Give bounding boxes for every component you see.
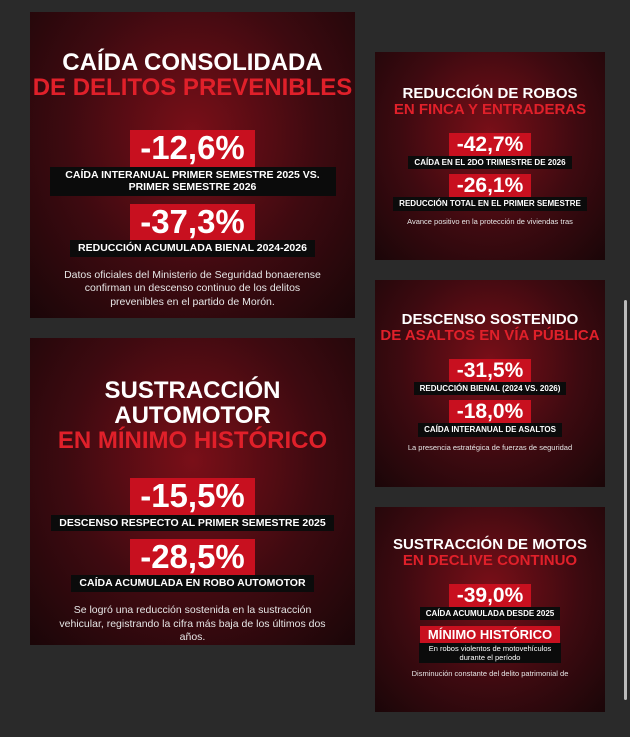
card-footer: La presencia estratégica de fuerzas de s…	[407, 442, 573, 452]
stat-caption: CAÍDA ACUMULADA EN ROBO AUTOMOTOR	[71, 575, 314, 593]
card-title: CAÍDA CONSOLIDADA	[62, 49, 323, 76]
stat-value: -39,0%	[448, 583, 532, 607]
stat-value: -42,7%	[448, 132, 532, 156]
card-footer: Datos oficiales del Ministerio de Seguri…	[64, 268, 321, 309]
stat-caption: REDUCCIÓN BIENAL (2024 VS. 2026)	[413, 381, 567, 396]
card-subtitle: DE ASALTOS EN VÍA PÚBLICA	[380, 326, 600, 344]
stat-value: -12,6%	[130, 130, 255, 167]
stat-value: -28,5%	[130, 538, 255, 576]
card-title: DESCENSO SOSTENIDO	[401, 311, 579, 328]
stat-value: -18,0%	[448, 400, 532, 424]
card: CAÍDA CONSOLIDADA DE DELITOS PREVENIBLES -…	[30, 12, 355, 318]
card-title: REDUCCIÓN DE ROBOS	[402, 85, 578, 102]
stat-value: -37,3%	[130, 203, 255, 241]
scrollbar[interactable]	[624, 300, 627, 700]
card-title: SUSTRACCIÓN AUTOMOTOR	[104, 377, 281, 430]
stat-caption: REDUCCIÓN TOTAL EN EL PRIMER SEMESTRE	[393, 197, 587, 211]
card-footer: Avance positivo en la protección de vivi…	[407, 216, 573, 226]
card-footer: Disminución constante del delito patrimo…	[411, 669, 569, 679]
card: SUSTRACCIÓN AUTOMOTOR EN MÍNIMO HISTÓRICO…	[30, 338, 355, 645]
card: REDUCCIÓN DE ROBOS EN FINCA Y ENTRADERAS -…	[375, 52, 605, 260]
card-subtitle: EN DECLIVE CONTINUO	[402, 551, 578, 569]
stat-value: -15,5%	[130, 477, 255, 515]
badge-text: En robos violentos de motovehículos dura…	[419, 643, 561, 664]
stat-caption: DESCENSO RESPECTO AL PRIMER SEMESTRE 202…	[51, 514, 334, 532]
stat-value: -31,5%	[448, 358, 532, 382]
stat-caption: REDUCCIÓN ACUMULADA BIENAL 2024-2026	[70, 240, 315, 257]
card-subtitle: DE DELITOS PREVENIBLES	[32, 74, 353, 102]
stat-caption: CAÍDA INTERANUAL PRIMER SEMESTRE 2025 VS…	[49, 166, 336, 196]
card-subtitle: EN FINCA Y ENTRADERAS	[393, 100, 587, 118]
badge: MÍNIMO HISTÓRICO	[419, 626, 561, 644]
card-subtitle: EN MÍNIMO HISTÓRICO	[57, 427, 328, 455]
stat-caption: CAÍDA INTERANUAL DE ASALTOS	[418, 423, 562, 437]
stat-caption: CAÍDA ACUMULADA DESDE 2025	[419, 606, 561, 621]
card: DESCENSO SOSTENIDO DE ASALTOS EN VÍA PÚBL…	[375, 280, 605, 487]
card: SUSTRACCIÓN DE MOTOS EN DECLIVE CONTINUO -…	[375, 507, 605, 712]
card-title: SUSTRACCIÓN DE MOTOS	[393, 536, 587, 553]
card-footer: Se logró una reducción sostenida en la s…	[59, 604, 326, 644]
stat-value: -26,1%	[448, 174, 532, 198]
stat-caption: CAÍDA EN EL 2DO TRIMESTRE DE 2026	[408, 155, 572, 170]
